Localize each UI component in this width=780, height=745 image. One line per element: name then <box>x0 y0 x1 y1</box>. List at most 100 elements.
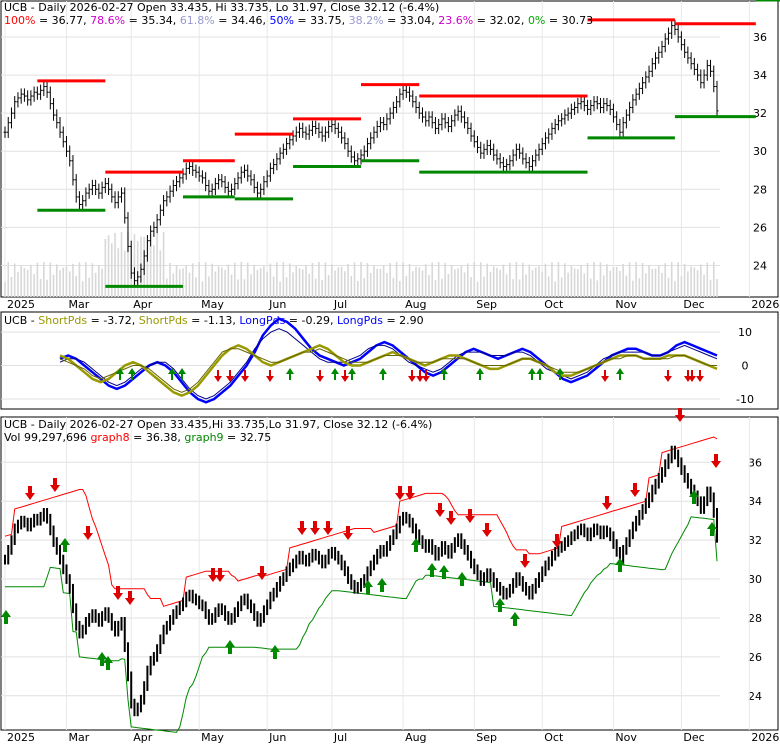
volume-bar <box>276 262 278 297</box>
volume-bar <box>136 240 139 297</box>
buy-arrow <box>116 368 124 380</box>
volume-bar <box>683 263 686 297</box>
sell-arrow <box>664 370 672 382</box>
volume-bar <box>382 265 385 297</box>
sell-arrow <box>316 370 324 382</box>
volume-bar <box>716 279 718 297</box>
buy-arrow <box>556 368 564 380</box>
volume-bar <box>625 275 628 297</box>
buy-arrow <box>348 368 356 380</box>
volume-bar <box>577 269 579 297</box>
sell-arrow <box>520 554 530 568</box>
volume-bar <box>589 278 592 297</box>
volume-bar <box>23 268 26 297</box>
volume-bar <box>369 273 372 297</box>
buy-arrow <box>60 538 70 552</box>
volume-bar <box>46 279 48 297</box>
volume-bar <box>62 267 65 297</box>
y-tick-label: 30 <box>748 573 762 586</box>
volume-bar <box>706 262 709 297</box>
volume-bar <box>463 272 466 297</box>
volume-bar <box>690 266 692 297</box>
volume-bar <box>609 270 611 297</box>
volume-bar <box>664 263 667 297</box>
sell-arrow <box>310 521 320 535</box>
sell-arrow <box>630 483 640 497</box>
x-tick-label: Sep <box>476 731 497 744</box>
volume-bar <box>557 262 560 297</box>
volume-bar <box>476 281 479 297</box>
volume-bar <box>43 262 45 297</box>
x-tick-label: Aug <box>405 731 426 744</box>
volume-bar <box>499 269 501 297</box>
sell-arrow <box>208 568 218 582</box>
volume-bar <box>285 277 288 297</box>
volume-bar <box>696 270 699 297</box>
volume-bar <box>230 274 233 297</box>
volume-bar <box>424 264 427 297</box>
indicator-series-1 <box>59 328 718 400</box>
x-tick-label: Dec <box>683 731 704 744</box>
volume-bar <box>392 277 395 297</box>
buy-arrow <box>457 572 467 586</box>
volume-bar <box>687 271 689 297</box>
volume-bar <box>10 276 13 297</box>
volume-bar <box>674 281 676 297</box>
volume-bar <box>185 265 188 297</box>
volume-bar <box>551 262 553 297</box>
buy-arrow <box>178 368 186 380</box>
volume-bar <box>467 263 469 297</box>
volume-bar <box>431 262 433 297</box>
volume-bar <box>386 273 388 297</box>
bottom-header: UCB - Daily 2026-02-27 Open 33.435,Hi 33… <box>4 418 432 431</box>
sell-arrow <box>435 503 445 517</box>
volume-bar <box>389 263 391 297</box>
volume-bar <box>33 274 35 297</box>
sell-arrow <box>215 568 225 582</box>
volume-bar <box>324 262 327 297</box>
price-panel: 36 34 32 30 28 26 24 2025 Mar Apr May Jun Jul Aug Sep O… <box>0 0 780 311</box>
volume-bar <box>221 267 223 297</box>
volume-bar <box>366 263 369 297</box>
volume-bar <box>156 232 158 297</box>
y-tick-label: 36 <box>748 456 762 469</box>
volume-bar <box>104 239 107 297</box>
sell-arrow <box>266 370 274 382</box>
x-tick-label: 2025 <box>7 731 35 744</box>
volume-bar <box>72 263 74 297</box>
volume-bar <box>502 264 505 297</box>
volume-bar <box>599 262 602 297</box>
sell-arrow <box>341 370 349 382</box>
sell-arrow <box>482 523 492 537</box>
volume-bar <box>353 262 356 297</box>
volume-bar <box>107 235 110 297</box>
volume-bar <box>292 272 294 297</box>
volume-bar <box>457 268 459 297</box>
volume-bar <box>615 266 618 297</box>
indicator-panel: 10 0 -10 UCB - ShortPds = -3.72, ShortPds =… <box>0 311 779 410</box>
volume-bar <box>408 263 411 297</box>
buy-arrow <box>536 368 544 380</box>
buy-arrow <box>440 368 448 380</box>
buy-arrow <box>616 368 624 380</box>
sell-arrow <box>465 509 475 523</box>
x-tick-label: Nov <box>615 298 637 311</box>
sell-arrow <box>50 478 60 492</box>
x-tick-label: 2026 <box>751 731 779 744</box>
volume-bar <box>700 264 702 297</box>
buy-arrow <box>377 578 387 592</box>
volume-bar <box>606 264 608 297</box>
volume-bar <box>256 269 259 297</box>
volume-bar <box>340 266 343 297</box>
sell-arrow <box>83 526 93 540</box>
volume-bar <box>295 265 298 297</box>
volume-bar <box>470 277 472 297</box>
volume-bar <box>622 264 624 297</box>
sell-arrow <box>552 534 562 548</box>
volume-bar <box>661 272 663 297</box>
buy-arrow <box>270 645 280 659</box>
volume-bar <box>227 264 230 297</box>
volume-bar <box>479 262 482 297</box>
sell-arrow <box>408 370 416 382</box>
volume-bar <box>13 263 16 297</box>
